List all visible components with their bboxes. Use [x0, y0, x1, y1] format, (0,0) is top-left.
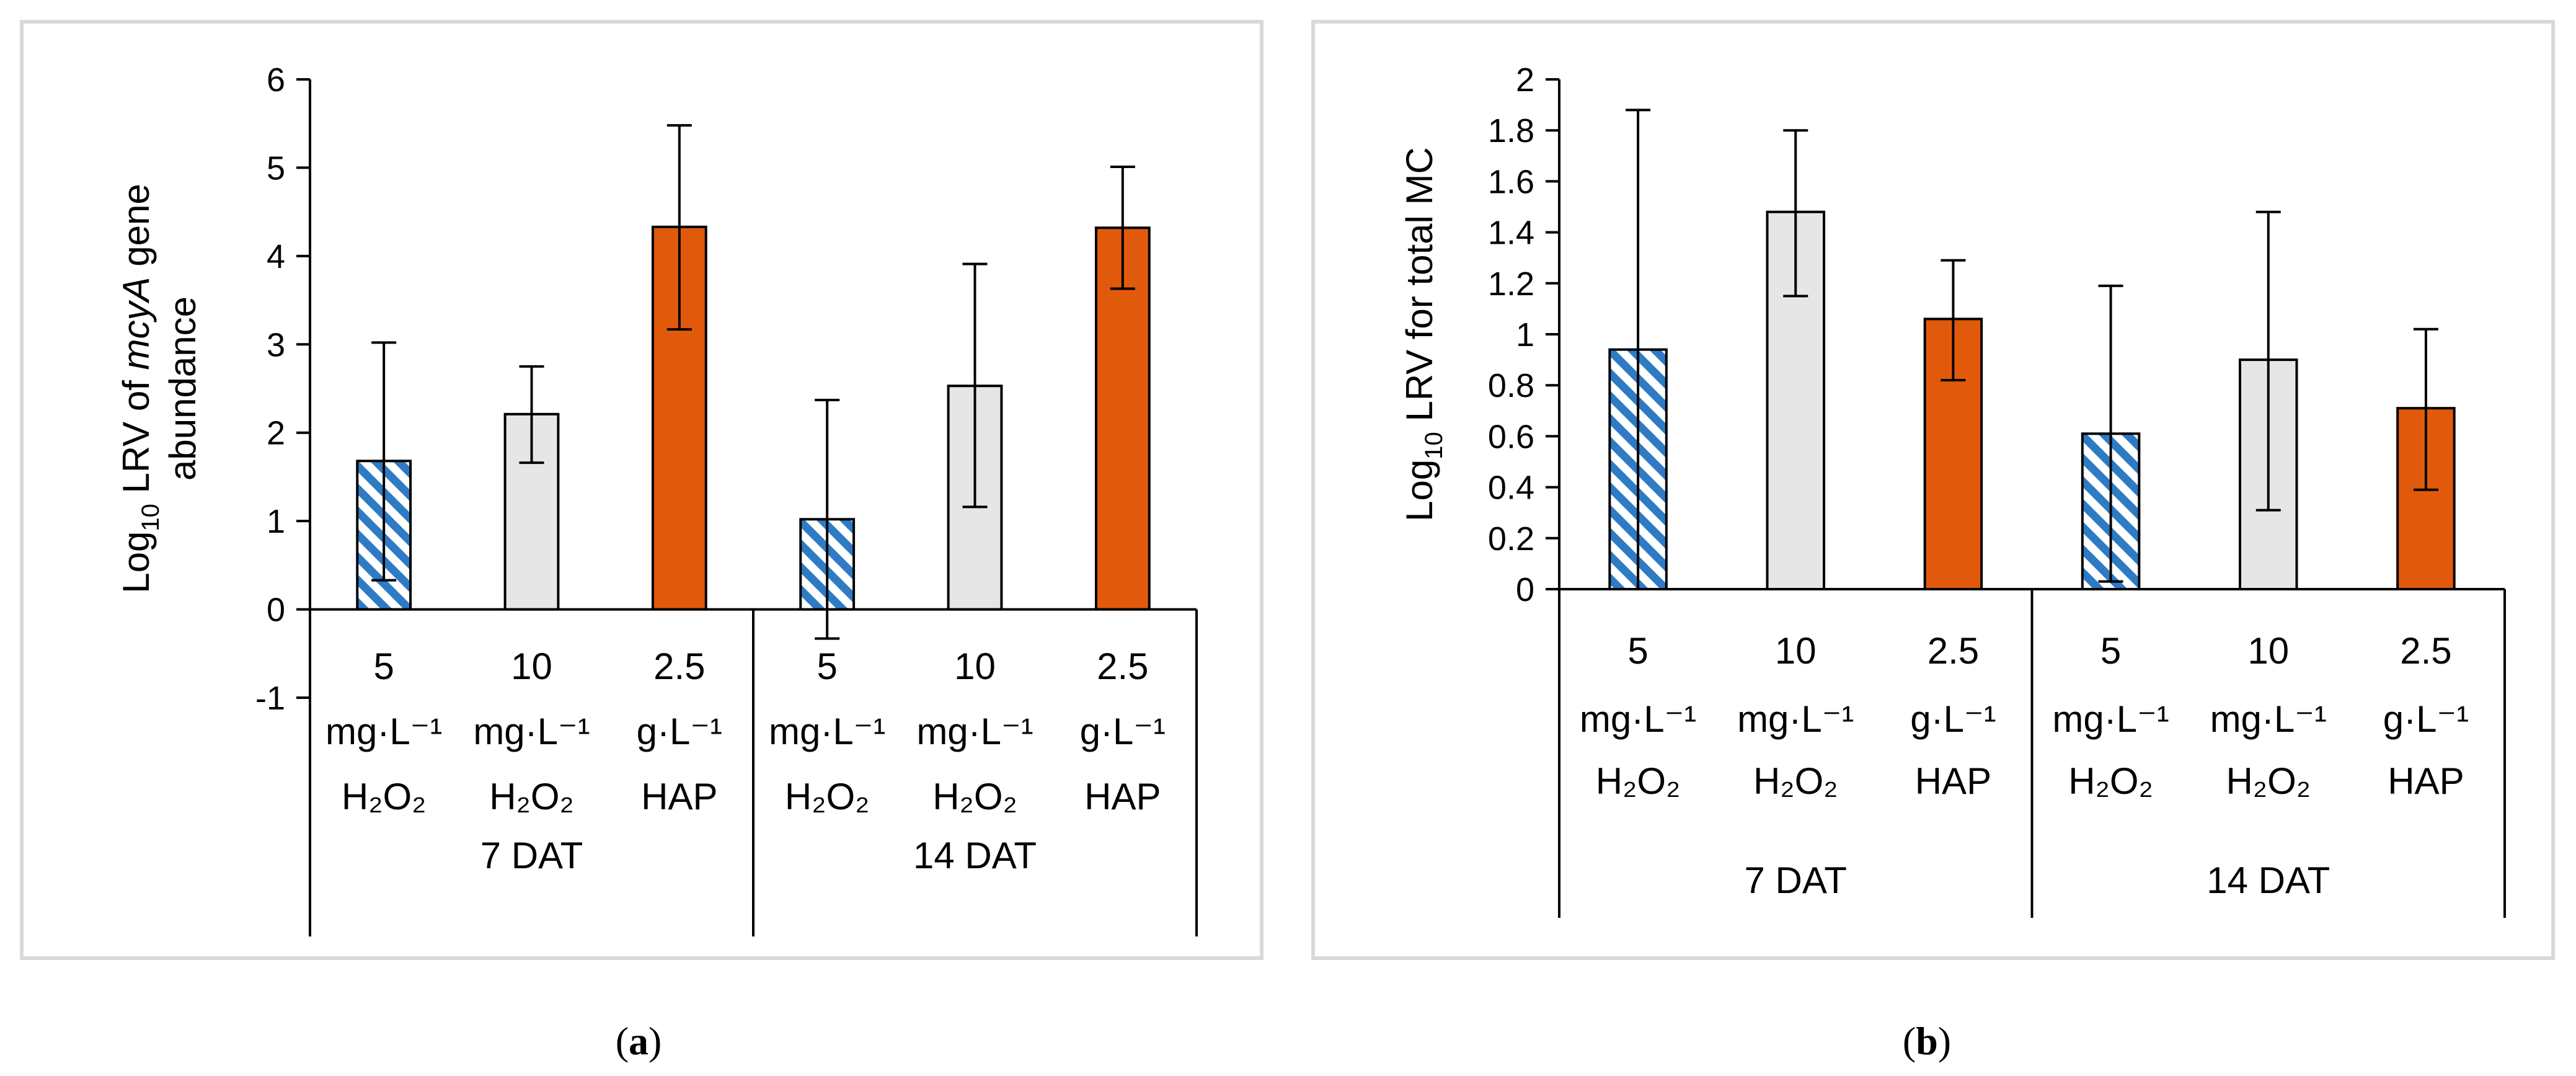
y-tick-label: 1.4: [1488, 215, 1534, 252]
y-tick-label: 0: [1516, 571, 1534, 608]
category-label-mid: mg·L⁻¹: [2052, 698, 2169, 740]
category-label-mid: mg·L⁻¹: [916, 711, 1033, 752]
category-label-bot: HAP: [1084, 776, 1161, 817]
y-axis-label: Log10 LRV of mcyA gene: [115, 184, 164, 593]
category-label-bot: HAP: [1915, 760, 1991, 802]
panel-a-caption: (a): [616, 1019, 662, 1063]
category-label-bot: H₂O₂: [489, 776, 574, 817]
category-label-top: 5: [2100, 630, 2121, 672]
category-label-bot: H₂O₂: [342, 776, 427, 817]
y-axis-label-italic: mcyA: [115, 277, 157, 370]
bar: [1094, 226, 1151, 611]
y-tick-label: 1: [1516, 316, 1534, 353]
category-label-bot: HAP: [2388, 760, 2464, 802]
category-label-bot: H₂O₂: [932, 776, 1017, 817]
category-label-mid: mg·L⁻¹: [325, 711, 442, 752]
category-label-mid: mg·L⁻¹: [2210, 698, 2327, 740]
category-label-top: 10: [511, 646, 552, 687]
category-label-mid: g·L⁻¹: [2383, 698, 2469, 740]
category-label-mid: mg·L⁻¹: [473, 711, 590, 752]
panel-a-caption-letter: a: [629, 1019, 648, 1063]
y-tick-label: 4: [267, 238, 285, 275]
category-label-bot: H₂O₂: [2226, 760, 2311, 802]
category-label-top: 2.5: [1928, 630, 1979, 672]
category-label-mid: mg·L⁻¹: [769, 711, 885, 752]
panel-a-frame: [20, 20, 1264, 960]
category-label-mid: mg·L⁻¹: [1580, 698, 1696, 740]
y-axis-label-suffix: gene: [115, 184, 157, 277]
group-label: 14 DAT: [2206, 860, 2330, 901]
category-label-top: 10: [954, 646, 996, 687]
y-tick-label: 0.6: [1488, 418, 1534, 455]
y-tick-label: -1: [255, 680, 285, 717]
panel-b-caption: (b): [1903, 1019, 1951, 1063]
group-label: 7 DAT: [480, 835, 583, 876]
y-tick-label: 2: [267, 415, 285, 452]
y-axis-label-text: LRV for total MC: [1399, 147, 1440, 432]
y-tick-label: 0: [267, 592, 285, 629]
category-label-top: 10: [1775, 630, 1817, 672]
y-axis-label-subscript: 10: [1420, 432, 1448, 460]
y-axis-label-line2: abundance: [162, 296, 203, 481]
category-label-bot: H₂O₂: [1596, 760, 1681, 802]
y-tick-label: 3: [267, 326, 285, 363]
category-label-top: 5: [1627, 630, 1648, 672]
y-tick-label: 6: [267, 61, 285, 99]
category-label-top: 10: [2247, 630, 2289, 672]
y-tick-label: 0.4: [1488, 469, 1534, 507]
y-tick-label: 1.6: [1488, 163, 1534, 200]
chart-panel-b: 0 0.2 0.4 0.6 0.8 1 1.2 1.4 1.6 1.8 2 5 mg·L⁻¹ H₂O₂ 10…: [1399, 61, 2506, 918]
y-axis-label-subscript: 10: [137, 504, 164, 531]
category-label-mid: mg·L⁻¹: [1737, 698, 1854, 740]
category-label-bot: H₂O₂: [785, 776, 870, 817]
y-axis-label-text: LRV of: [115, 370, 157, 504]
category-label-mid: g·L⁻¹: [637, 711, 722, 752]
category-label-top: 2.5: [653, 646, 705, 687]
category-label-top: 2.5: [1097, 646, 1148, 687]
category-label-bot: H₂O₂: [1753, 760, 1838, 802]
category-label-mid: g·L⁻¹: [1910, 698, 1996, 740]
y-tick-label: 0.2: [1488, 520, 1534, 558]
y-tick-label: 1.8: [1488, 112, 1534, 149]
category-label-top: 5: [817, 646, 837, 687]
category-label-top: 5: [373, 646, 394, 687]
group-label: 7 DAT: [1744, 860, 1847, 901]
y-tick-label: 1: [267, 503, 285, 540]
category-label-mid: g·L⁻¹: [1080, 711, 1166, 752]
y-tick-label: 1.2: [1488, 265, 1534, 303]
y-axis-label-prefix: Log: [1399, 460, 1440, 522]
y-tick-label: 0.8: [1488, 367, 1534, 404]
chart-panel-a: -1 0 1 2 3 4 5 6 5 mg·L⁻¹ H₂O₂ 10 mg·L⁻¹ H₂O₂ 2.5 g·L⁻¹…: [115, 61, 1198, 936]
y-tick-label: 5: [267, 149, 285, 187]
category-label-bot: HAP: [641, 776, 717, 817]
y-axis-label-prefix: Log: [115, 531, 157, 594]
category-label-bot: H₂O₂: [2068, 760, 2153, 802]
y-axis-label: Log10 LRV for total MC: [1399, 147, 1448, 522]
y-tick-label: 2: [1516, 61, 1534, 99]
group-label: 14 DAT: [913, 835, 1037, 876]
category-label-top: 2.5: [2400, 630, 2451, 672]
panel-b-caption-letter: b: [1916, 1019, 1938, 1063]
